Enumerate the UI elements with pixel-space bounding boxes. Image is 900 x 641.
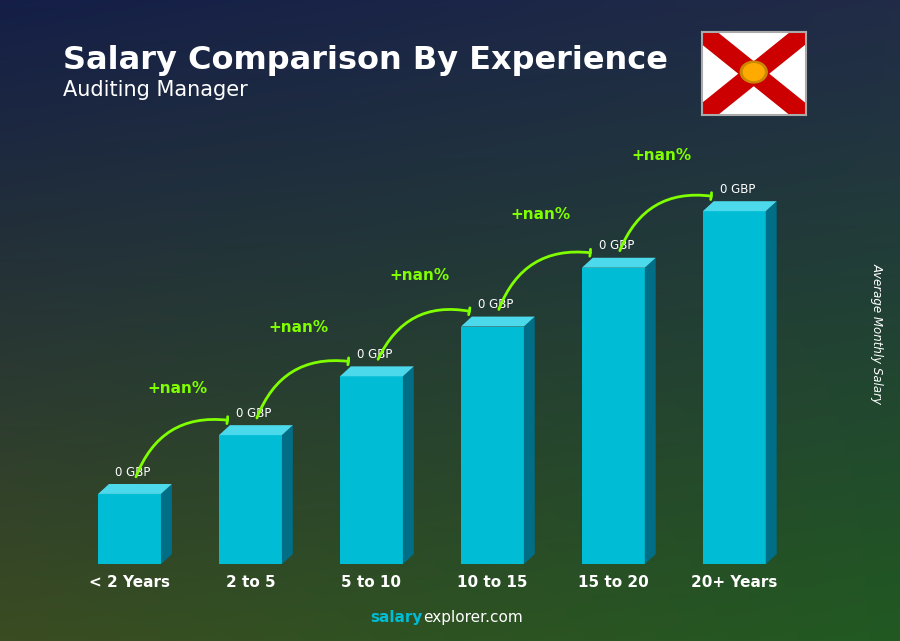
Polygon shape (161, 484, 172, 564)
Text: +nan%: +nan% (510, 206, 571, 222)
FancyBboxPatch shape (461, 326, 524, 564)
FancyBboxPatch shape (703, 211, 766, 564)
Text: Average Monthly Salary: Average Monthly Salary (871, 263, 884, 404)
FancyBboxPatch shape (98, 494, 161, 564)
Polygon shape (644, 258, 656, 564)
Text: explorer.com: explorer.com (423, 610, 523, 625)
Text: +nan%: +nan% (390, 268, 450, 283)
Text: salary: salary (371, 610, 423, 625)
Circle shape (741, 62, 767, 83)
Polygon shape (461, 317, 535, 326)
Text: Auditing Manager: Auditing Manager (63, 80, 248, 100)
Polygon shape (340, 367, 414, 376)
FancyBboxPatch shape (219, 435, 282, 564)
Text: 0 GBP: 0 GBP (598, 239, 634, 253)
Polygon shape (524, 317, 535, 564)
Text: +nan%: +nan% (148, 381, 208, 395)
Polygon shape (403, 367, 414, 564)
FancyBboxPatch shape (582, 268, 644, 564)
Polygon shape (282, 425, 292, 564)
Text: 0 GBP: 0 GBP (720, 183, 755, 196)
Text: 0 GBP: 0 GBP (478, 298, 513, 311)
Text: Salary Comparison By Experience: Salary Comparison By Experience (63, 45, 668, 76)
FancyBboxPatch shape (340, 376, 403, 564)
Polygon shape (98, 484, 172, 494)
Text: 0 GBP: 0 GBP (357, 348, 392, 361)
Polygon shape (703, 201, 777, 211)
Text: +nan%: +nan% (632, 147, 692, 163)
Circle shape (743, 63, 764, 80)
Polygon shape (219, 425, 292, 435)
Polygon shape (766, 201, 777, 564)
Text: +nan%: +nan% (269, 320, 328, 335)
Polygon shape (582, 258, 656, 268)
Text: 0 GBP: 0 GBP (236, 407, 272, 420)
Text: 0 GBP: 0 GBP (115, 465, 150, 479)
